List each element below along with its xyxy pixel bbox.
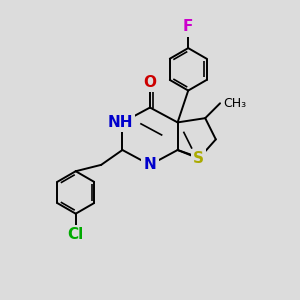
Text: CH₃: CH₃: [223, 97, 246, 110]
Text: NH: NH: [107, 115, 133, 130]
Text: F: F: [183, 20, 194, 34]
Text: S: S: [193, 151, 204, 166]
Text: N: N: [144, 158, 156, 172]
Text: O: O: [143, 75, 157, 90]
Text: Cl: Cl: [68, 227, 84, 242]
